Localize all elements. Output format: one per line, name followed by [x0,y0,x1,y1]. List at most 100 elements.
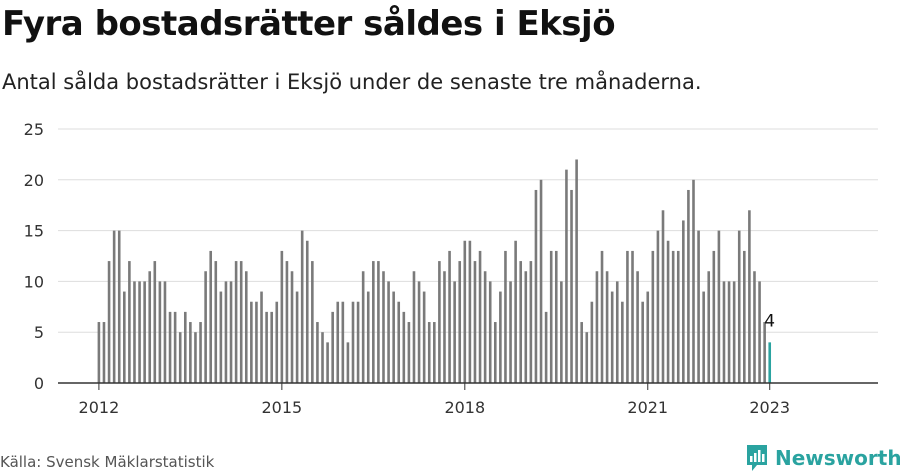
bar [311,261,314,383]
bar [636,271,639,383]
bar [260,291,263,383]
bar [239,261,243,383]
bar [732,281,736,383]
bar [224,281,228,383]
bar [285,261,289,383]
y-tick-label: 15 [24,222,44,241]
bar [529,261,533,383]
bar [128,261,131,383]
bar [646,291,650,383]
bar [443,271,446,383]
bar [600,250,604,383]
bar [478,250,482,383]
bar [621,301,624,383]
y-tick-label: 5 [34,323,44,342]
bar [133,281,136,383]
bar [610,291,614,383]
bar [493,322,497,383]
bar [163,281,167,383]
y-tick-label: 20 [24,171,44,190]
bar [615,281,619,383]
newsworthy-logo-icon [747,445,767,471]
bar [392,291,395,383]
bar [539,179,543,383]
bar [692,179,695,383]
bar [372,261,375,383]
bar [590,301,594,383]
chart-title: Fyra bostadsrätter såldes i Eksjö [2,4,616,44]
bar [387,281,390,383]
bar [123,291,126,383]
bar [524,271,528,383]
bar [651,250,655,383]
bar [270,311,273,383]
bar [107,261,111,383]
bar [763,322,766,383]
y-tick-label: 10 [24,272,44,291]
bar [717,230,721,383]
bar [361,271,365,383]
bar [504,250,507,383]
bar [199,322,202,383]
bar [382,271,385,383]
bar [178,332,182,383]
bar [295,291,299,383]
x-tick-label: 2021 [627,398,668,417]
bar [219,291,223,383]
bar [554,250,558,383]
bar [244,271,248,383]
bar [255,301,258,383]
bar [509,281,512,383]
chart-subtitle: Antal sålda bostadsrätter i Eksjö under … [2,70,702,94]
bar [519,261,523,383]
bar [488,281,492,383]
bar [438,261,441,383]
bar [585,332,589,383]
bar [534,189,538,383]
bar [316,322,319,383]
bar [168,311,172,383]
bar [580,322,583,383]
bar [183,311,187,383]
bar [570,189,573,383]
bar [102,322,106,383]
bar [173,311,177,383]
bar [544,311,548,383]
y-tick-label: 25 [24,120,44,139]
bar [697,230,700,383]
bar [112,230,116,383]
bar [143,281,146,383]
bar [351,301,355,383]
bar [377,261,380,383]
bar [626,250,629,383]
bar [209,250,213,383]
bar [422,291,426,383]
bar [153,261,157,383]
bar [402,311,406,383]
bar [204,271,207,383]
bar [575,159,578,383]
bar [661,210,665,383]
x-tick-label: 2018 [444,398,485,417]
bar [194,332,197,383]
bar [682,220,685,383]
bar [463,240,467,383]
bar [453,281,456,383]
bar [290,271,294,383]
bar [514,240,517,383]
bar [336,301,340,383]
bar [229,281,233,383]
bar [280,250,284,383]
bar [189,322,192,383]
bar [768,342,772,383]
bar [417,281,421,383]
bar [631,250,634,383]
bar [97,322,101,383]
bar [712,250,716,383]
bar [560,281,563,383]
bar [676,250,680,383]
bar [458,261,462,383]
bar [341,301,345,383]
x-tick-label: 2015 [261,398,302,417]
bar [448,250,451,383]
